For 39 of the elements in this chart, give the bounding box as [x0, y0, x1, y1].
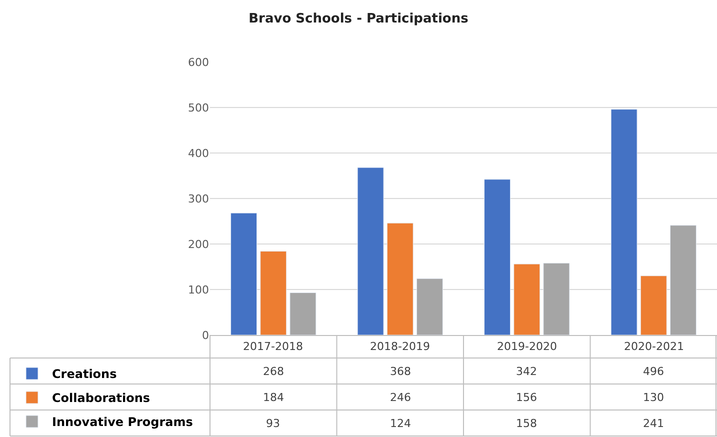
data-label: 496 [643, 365, 664, 378]
legend-label: Innovative Programs [52, 415, 193, 430]
y-tick-label: 300 [188, 192, 209, 206]
x-tick-label: 2020-2021 [624, 340, 684, 353]
bar [610, 109, 638, 335]
bar [416, 278, 443, 335]
y-tick-label: 500 [188, 101, 209, 114]
bar [640, 276, 667, 335]
data-label: 368 [390, 365, 411, 378]
data-label: 246 [390, 391, 411, 404]
data-label: 158 [516, 417, 537, 430]
y-tick-label: 100 [188, 283, 209, 296]
bar [260, 251, 287, 335]
data-label: 156 [516, 391, 537, 404]
bar [290, 292, 316, 335]
data-label: 130 [643, 391, 664, 404]
legend-label: Creations [52, 367, 117, 382]
data-label: 93 [266, 417, 280, 430]
bar [514, 264, 540, 335]
y-tick-label: 200 [188, 238, 209, 251]
bar [386, 222, 414, 335]
x-tick-label: 2019-2020 [497, 340, 557, 353]
x-tick-label: 2018-2019 [370, 340, 430, 353]
data-label: 241 [643, 417, 664, 430]
data-label: 342 [516, 365, 537, 378]
bar [543, 262, 570, 335]
x-tick-label: 2017-2018 [243, 340, 303, 353]
y-tick-label: 0 [202, 328, 209, 342]
data-label: 268 [263, 365, 284, 378]
legend-label: Collaborations [52, 391, 150, 406]
bar [670, 225, 696, 335]
chart-title: Bravo Schools - Participations [248, 12, 469, 27]
data-label: 124 [390, 417, 411, 430]
y-tick-label: 400 [188, 146, 209, 160]
bar [230, 212, 258, 335]
y-tick-label: 600 [188, 56, 209, 69]
bar [484, 179, 511, 335]
data-label: 184 [263, 391, 284, 404]
bar [357, 167, 384, 335]
